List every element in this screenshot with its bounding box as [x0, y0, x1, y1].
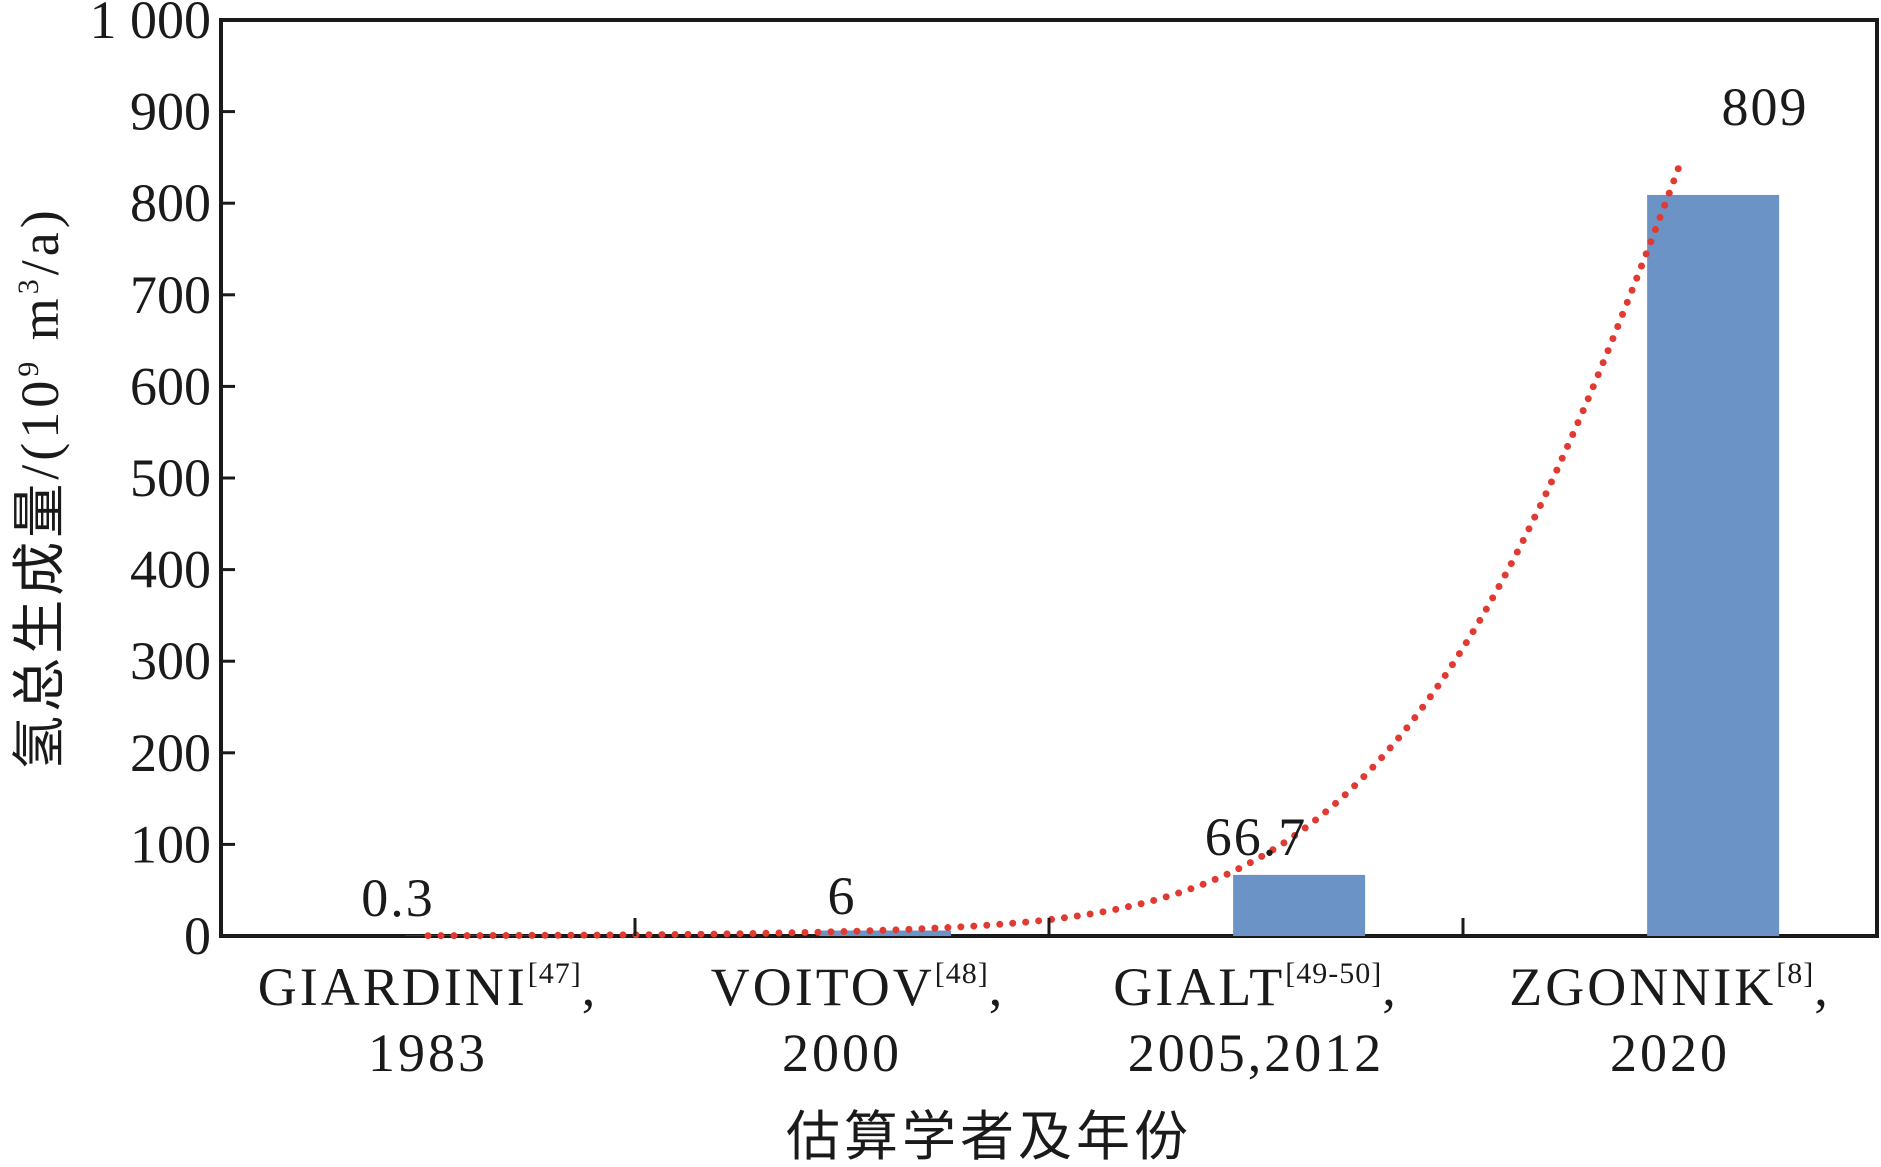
y-ticks: 0 100 200 300 400 500 600 700 800 900 1 000	[90, 0, 235, 966]
category-year: 1983	[368, 1023, 488, 1083]
bar-zgonnik	[1647, 194, 1780, 936]
category-label: GIALT[49-50],	[1113, 957, 1398, 1017]
y-tick-label: 300	[130, 631, 211, 691]
y-tick-label: 1 000	[90, 0, 212, 50]
category-labels: GIARDINI[47],1983 VOITOV[48],2000 GIALT[49…	[258, 957, 1830, 1083]
bar-voitov	[819, 930, 952, 936]
data-label: 809	[1722, 77, 1809, 137]
x-axis-title: 估算学者及年份	[786, 1107, 1192, 1167]
category-year: 2020	[1610, 1023, 1730, 1083]
data-label: 0.3	[361, 868, 435, 928]
trendline	[424, 165, 1682, 940]
category-year: 2000	[782, 1023, 902, 1083]
y-tick-label: 600	[130, 356, 211, 416]
plot-frame	[219, 18, 1879, 938]
category-label: GIARDINI[47],	[258, 957, 598, 1017]
category-label: VOITOV[48],	[711, 957, 1005, 1017]
bar-gialt	[1233, 874, 1366, 936]
y-axis-title: 氢总生成量/(109 m3/a)	[10, 206, 70, 769]
data-labels: 0.3 6 66.7 809	[361, 77, 1809, 928]
x-ticks	[633, 918, 1465, 936]
y-tick-label: 500	[130, 448, 211, 508]
y-tick-label: 100	[130, 814, 211, 874]
y-tick-label: 900	[130, 82, 211, 142]
data-label: 66.7	[1205, 807, 1308, 867]
category-year: 2005,2012	[1128, 1023, 1385, 1083]
y-tick-label: 0	[184, 906, 211, 966]
y-tick-label: 700	[130, 265, 211, 325]
category-label: ZGONNIK[8],	[1509, 957, 1830, 1017]
data-label: 6	[828, 866, 857, 926]
y-tick-label: 200	[130, 723, 211, 783]
y-tick-label: 800	[130, 173, 211, 233]
bars-group	[405, 194, 1780, 936]
y-tick-label: 400	[130, 540, 211, 600]
